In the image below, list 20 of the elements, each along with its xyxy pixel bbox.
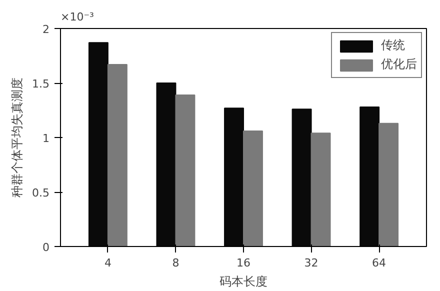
y-tick-label: 0 [42, 241, 50, 254]
legend-label: 传统 [381, 37, 405, 54]
bar [310, 132, 331, 246]
bar [243, 130, 263, 246]
x-tick-label: 16 [236, 256, 250, 270]
legend-label: 优化后 [381, 56, 417, 73]
x-tick-label: 4 [104, 256, 112, 270]
x-tick-label: 32 [304, 256, 318, 270]
bar [107, 64, 128, 246]
x-tick-label: 64 [372, 256, 386, 270]
x-tick-label: 8 [172, 256, 180, 270]
y-tick-label: 2 [42, 23, 50, 36]
bar [175, 94, 196, 246]
bar [378, 122, 399, 246]
y-axis-title: 种群个体平均失真测度 [10, 78, 24, 198]
x-axis-title: 码本长度 [220, 274, 268, 288]
y-tick-label: 0.5 [32, 186, 50, 200]
text: ×10⁻³ [60, 10, 94, 24]
y-tick-label: 1 [42, 132, 50, 145]
y-tick-label: 1.5 [32, 78, 50, 90]
